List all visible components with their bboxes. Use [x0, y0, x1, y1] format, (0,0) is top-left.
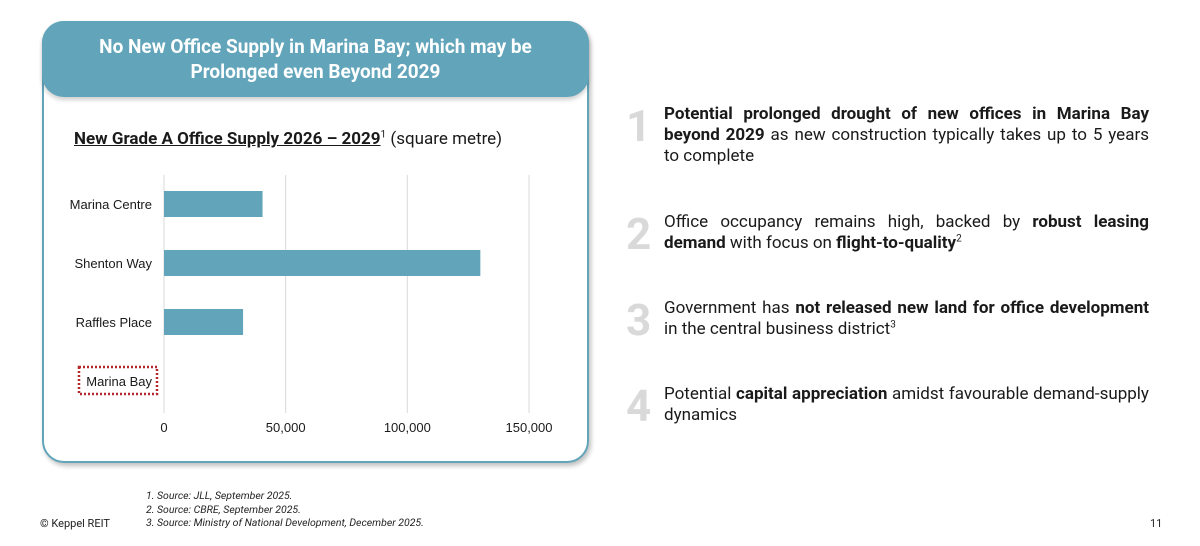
category-label: Raffles Place — [76, 315, 152, 330]
point-number: 4 — [626, 380, 652, 432]
footnote: 2. Source: CBRE, September 2025. — [146, 502, 301, 516]
emphasis-text: robust leasing demand — [664, 212, 1150, 253]
emphasis-text: capital appreciation — [736, 384, 888, 404]
point-text: Government has not released new land for… — [664, 298, 1149, 340]
panel-title: No New Office Supply in Marina Bay; whic… — [99, 35, 532, 83]
chart-title-main: New Grade A Office Supply 2026 – 2029 — [74, 129, 381, 149]
panel-header: No New Office Supply in Marina Bay; whic… — [42, 21, 589, 97]
emphasis-text: Potential prolonged drought of new offic… — [664, 104, 1149, 145]
footnote-ref: 2 — [956, 233, 962, 245]
body-text: Potential — [664, 384, 737, 404]
body-text: amidst favourable demand-supply dynamics — [664, 384, 1149, 425]
chart-title-footnote-ref: 1 — [380, 129, 387, 141]
bar — [164, 250, 481, 276]
body-text: as new construction typically takes up t… — [664, 125, 1149, 166]
footnote: 1. Source: JLL, September 2025. — [146, 489, 293, 502]
point-number: 2 — [626, 208, 652, 260]
footnote: 3. Source: Ministry of National Developm… — [146, 516, 424, 529]
body-text: in the central business district — [664, 319, 891, 339]
x-tick-label: 100,000 — [384, 420, 431, 435]
category-label: Marina Centre — [70, 197, 152, 212]
chart-title: New Grade A Office Supply 2026 – 20291 (… — [74, 129, 502, 149]
point-text: Potential prolonged drought of new offic… — [664, 104, 1149, 167]
body-text: Government has — [664, 298, 796, 318]
x-tick-label: 150,000 — [506, 420, 553, 435]
footnote-ref: 3 — [890, 319, 896, 331]
body-text: with focus on — [725, 233, 837, 253]
bar — [164, 309, 244, 335]
category-label: Shenton Way — [74, 256, 152, 271]
copyright: © Keppel REIT — [40, 517, 110, 530]
footnotes: 1. Source: JLL, September 2025. 2. Sourc… — [146, 489, 424, 530]
point-number: 1 — [626, 100, 652, 152]
office-supply-panel: No New Office Supply in Marina Bay; whic… — [42, 21, 589, 463]
highlight-box — [77, 365, 159, 396]
point-number: 3 — [626, 294, 652, 346]
point-text: Office occupancy remains high, backed by… — [664, 212, 1149, 254]
chart-title-unit: (square metre) — [386, 129, 503, 149]
office-supply-bar-chart: Marina Centre Shenton Way Raffles Place Mar… — [70, 175, 553, 435]
point-text: Potential capital appreciation amidst fa… — [664, 384, 1149, 426]
page-number: 11 — [1150, 517, 1163, 530]
x-tick-label: 50,000 — [266, 420, 306, 435]
x-tick-label: 0 — [160, 420, 167, 435]
body-text: Office occupancy remains high, backed by — [664, 212, 1033, 232]
emphasis-text: flight-to-quality — [836, 233, 957, 253]
bar — [164, 191, 263, 217]
category-label: Marina Bay — [86, 374, 152, 389]
emphasis-text: not released new land for office develop… — [795, 298, 1149, 318]
